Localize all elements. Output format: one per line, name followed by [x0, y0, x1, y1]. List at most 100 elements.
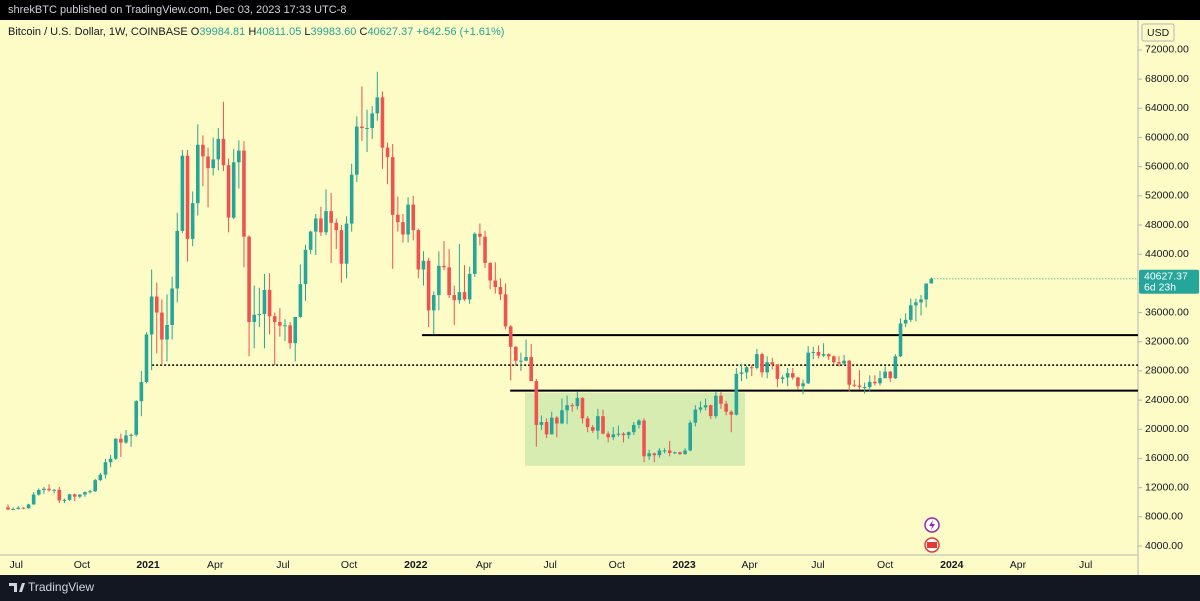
y-tick-label: 64000.00	[1145, 102, 1189, 114]
y-tick-label: 28000.00	[1145, 365, 1189, 377]
y-tick-label: 48000.00	[1145, 219, 1189, 231]
candle-body	[873, 381, 877, 384]
candle-body	[365, 127, 369, 129]
candle-body	[703, 405, 708, 408]
candle-body	[62, 499, 67, 501]
candle-body	[278, 322, 282, 326]
candle-body	[78, 494, 82, 497]
candle-body	[52, 489, 56, 491]
candle-body	[6, 507, 10, 510]
candle-body	[498, 287, 503, 295]
candle-body	[883, 371, 887, 379]
candle-body	[601, 416, 605, 434]
candle-body	[431, 295, 436, 311]
candle-body	[693, 409, 698, 423]
x-tick-label: Apr	[1010, 559, 1027, 571]
candle-body	[411, 204, 416, 231]
candle-body	[355, 126, 359, 175]
candle-body	[637, 420, 641, 425]
x-tick-label: Jul	[276, 559, 289, 571]
candle-body	[616, 433, 621, 435]
candle-body	[426, 260, 431, 311]
x-tick-label: Oct	[74, 559, 90, 571]
candle-body	[611, 434, 616, 438]
candle-body	[308, 231, 313, 250]
legend-item: H	[248, 26, 256, 38]
candle-body	[257, 314, 262, 316]
candle-body	[744, 367, 749, 373]
candle-body	[842, 360, 846, 364]
candle-body	[103, 462, 108, 475]
candle-body	[380, 97, 385, 148]
candle-body	[780, 377, 785, 379]
candle-body	[226, 165, 231, 218]
candle-body	[631, 424, 636, 433]
candle-body	[206, 156, 210, 169]
candle-body	[847, 360, 852, 385]
candle-body	[673, 452, 677, 454]
candle-body	[878, 378, 882, 384]
candle-body	[806, 352, 810, 384]
candle-body	[303, 249, 308, 285]
candle-body	[724, 403, 728, 412]
candle-body	[344, 223, 349, 264]
y-tick-label: 60000.00	[1145, 131, 1189, 143]
candle-body	[888, 371, 893, 379]
candle-body	[93, 480, 97, 492]
candle-body	[124, 435, 128, 443]
candle-body	[113, 438, 118, 459]
x-tick-label: Oct	[877, 559, 893, 571]
candle-body	[396, 214, 400, 223]
candle-body	[606, 433, 610, 438]
candle-body	[231, 162, 236, 218]
candle-body	[678, 452, 682, 455]
candle-body	[72, 494, 77, 497]
candle-body	[339, 230, 344, 264]
candle-body	[755, 354, 759, 369]
legend-item: 40811.05	[256, 26, 301, 38]
candle-body	[801, 383, 805, 387]
candle-body	[47, 488, 51, 491]
candle-body	[514, 346, 518, 361]
x-tick-label: Apr	[207, 559, 224, 571]
candle-body	[298, 284, 303, 317]
event-icon-glyph	[929, 520, 935, 530]
candle-body	[129, 434, 133, 436]
candle-body	[667, 450, 672, 453]
candle-body	[698, 407, 703, 410]
x-tick-label: Jul	[543, 559, 556, 571]
candle-body	[462, 292, 467, 300]
candle-body	[437, 265, 441, 296]
candle-body	[139, 382, 144, 402]
candle-body	[585, 418, 590, 428]
candle-body	[447, 267, 451, 296]
candle-body	[734, 373, 739, 415]
x-tick-label: Jul	[1079, 559, 1092, 571]
candle-body	[826, 354, 831, 357]
x-tick-label: Oct	[609, 559, 625, 571]
candle-body	[580, 397, 585, 419]
candle-body	[170, 288, 174, 325]
candle-body	[708, 405, 713, 417]
candle-body	[42, 488, 46, 490]
currency-box[interactable]	[1141, 23, 1175, 42]
candle-body	[349, 174, 354, 224]
candle-body	[452, 295, 457, 301]
legend-text: Bitcoin / U.S. Dollar, 1W, COINBASE O399…	[8, 26, 504, 38]
candle-body	[211, 159, 215, 169]
candle-body	[503, 294, 508, 327]
candle-body	[529, 357, 533, 382]
candle-body	[154, 296, 159, 313]
candle-body	[98, 474, 103, 481]
candle-body	[903, 319, 908, 324]
y-tick-label: 68000.00	[1145, 73, 1189, 85]
candle-body	[570, 405, 575, 407]
candle-body	[195, 144, 200, 204]
candle-body	[852, 384, 857, 386]
candle-body	[119, 438, 123, 443]
candle-body	[334, 222, 339, 231]
candle-body	[247, 236, 251, 323]
candle-body	[662, 450, 667, 452]
candle-body	[216, 138, 221, 160]
